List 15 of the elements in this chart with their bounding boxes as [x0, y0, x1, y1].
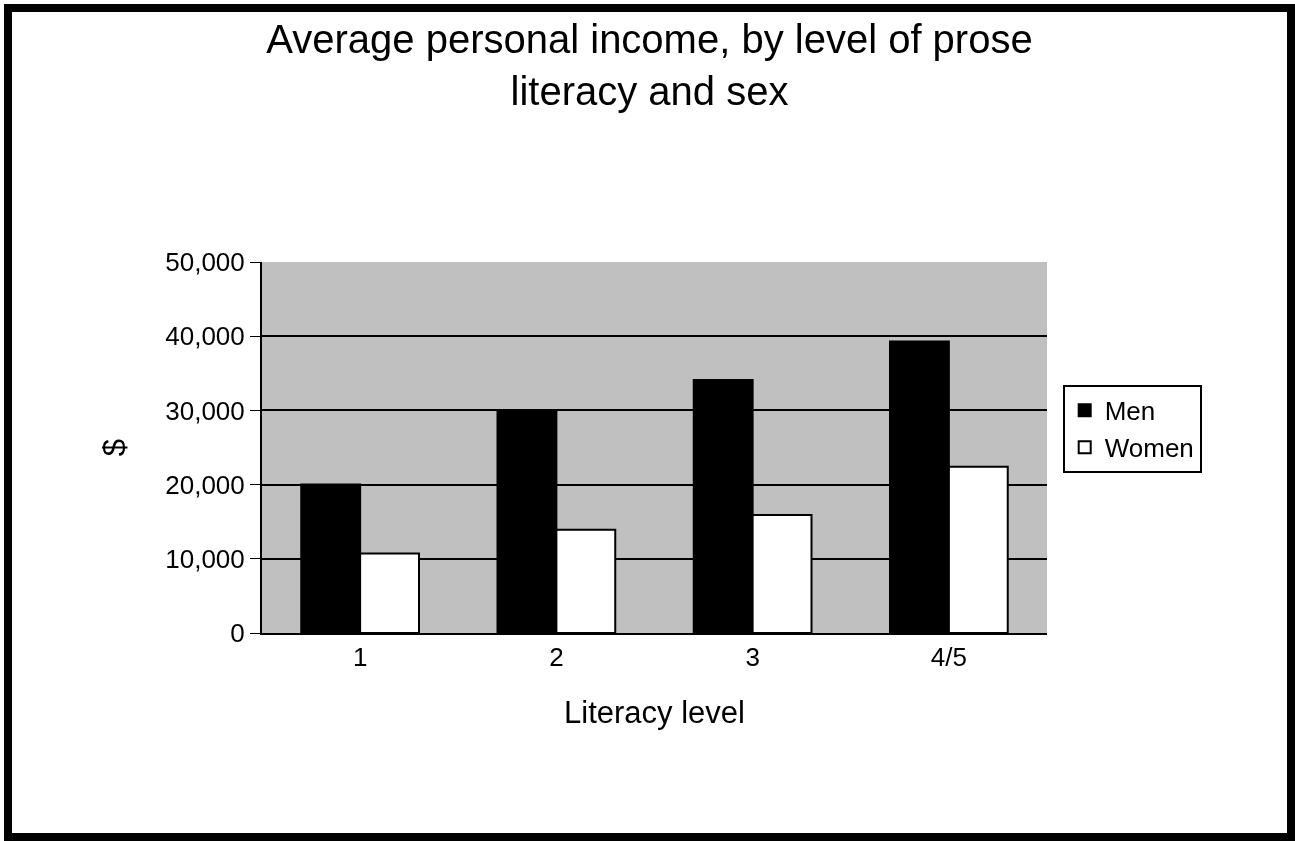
- y-tick-label: 0: [230, 618, 245, 649]
- x-tick-label: 2: [549, 642, 564, 673]
- x-tick-label: 4/5: [930, 642, 967, 673]
- x-tick-label: 1: [352, 642, 368, 673]
- x-tick-label: 3: [745, 642, 760, 673]
- legend-label: Men: [1104, 396, 1156, 427]
- y-axis-title: $: [97, 438, 133, 457]
- y-tick-label: 50,000: [165, 247, 245, 278]
- y-tick-label: 20,000: [165, 469, 245, 500]
- chart-title: Average personal income, by level of prose literacy and sex: [266, 17, 1033, 114]
- y-tick-label: 10,000: [165, 543, 245, 574]
- legend-label: Women: [1104, 433, 1194, 464]
- y-tick-label: 40,000: [165, 321, 245, 352]
- y-tick-label: 30,000: [165, 395, 245, 426]
- x-axis-title: Literacy level: [564, 694, 745, 730]
